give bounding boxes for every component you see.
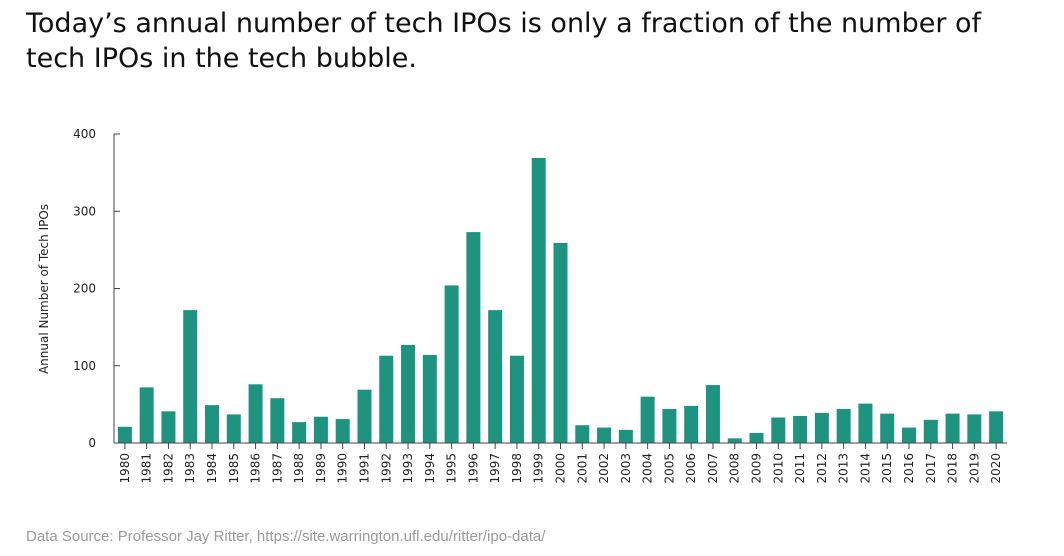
- bar-1987: [270, 398, 285, 443]
- x-tick-label: 1984: [205, 453, 219, 484]
- x-tick-label: 1986: [249, 453, 263, 484]
- bar-2017: [923, 419, 938, 443]
- bar-2014: [858, 403, 873, 443]
- x-tick-label: 2000: [554, 453, 568, 484]
- x-axis: 1980 1981 1982 1983 1984 1985 1986 1987 1988 1989…: [114, 442, 1007, 484]
- x-tick-label: 2015: [880, 453, 894, 484]
- x-tick-label: 2004: [641, 453, 655, 484]
- chart-title: Today’s annual number of tech IPOs is on…: [26, 8, 982, 74]
- data-source-note: Data Source: Professor Jay Ritter, https…: [26, 528, 546, 545]
- x-tick-label: 1999: [532, 453, 546, 484]
- bar-2008: [727, 438, 742, 443]
- x-tick-label: 1996: [466, 453, 480, 484]
- y-axis-label: Annual Number of Tech IPOs: [37, 204, 51, 374]
- bar-1982: [161, 411, 176, 443]
- bar-1983: [183, 310, 198, 443]
- x-tick-label: 2013: [837, 453, 851, 484]
- x-tick-label: 1982: [161, 453, 175, 484]
- x-tick-label: 1989: [314, 453, 328, 484]
- bar-2002: [597, 427, 612, 443]
- y-tick-label: 0: [88, 436, 96, 450]
- bar-1994: [422, 354, 437, 443]
- bar-2000: [553, 242, 568, 443]
- x-tick-label: 1992: [379, 453, 393, 484]
- x-tick-label: 2006: [684, 453, 698, 484]
- x-tick-label: 2012: [815, 453, 829, 484]
- bar-1995: [444, 285, 459, 443]
- x-tick-label: 1998: [510, 453, 524, 484]
- x-tick-label: 1997: [488, 453, 502, 484]
- x-tick-label: 2019: [967, 453, 981, 484]
- x-tick-label: 1988: [292, 453, 306, 484]
- x-tick-label: 1987: [270, 453, 284, 484]
- x-tick-label: 2007: [706, 453, 720, 484]
- bar-1999: [531, 157, 546, 443]
- bar-1988: [292, 422, 307, 443]
- x-tick-label: 2011: [793, 453, 807, 484]
- bar-2018: [945, 413, 960, 443]
- bar-2009: [749, 432, 764, 443]
- x-tick-label: 2010: [771, 453, 785, 484]
- bar-1990: [335, 419, 350, 443]
- x-tick-label: 2017: [924, 453, 938, 484]
- bar-1984: [205, 405, 220, 443]
- bar-2001: [575, 425, 590, 443]
- x-tick-label: 1993: [401, 453, 415, 484]
- x-tick-label: 2014: [858, 453, 872, 484]
- bar-2016: [901, 427, 916, 443]
- y-tick-label: 100: [73, 359, 96, 373]
- x-tick-label: 2020: [989, 453, 1003, 484]
- bar-2004: [640, 396, 655, 443]
- x-tick-label: 2018: [946, 453, 960, 484]
- bar-1986: [248, 384, 263, 443]
- bar-2012: [814, 412, 829, 443]
- bar-1989: [313, 416, 328, 443]
- y-tick-label: 200: [73, 282, 96, 296]
- bar-1985: [226, 414, 241, 443]
- x-tick-label: 1983: [183, 453, 197, 484]
- x-tick-label: 1985: [227, 453, 241, 484]
- bar-2003: [618, 429, 633, 443]
- bar-2020: [989, 411, 1004, 443]
- bar-2007: [705, 385, 720, 443]
- x-tick-label: 1995: [445, 453, 459, 484]
- bar-1993: [401, 344, 416, 443]
- x-tick-label: 1991: [357, 453, 371, 484]
- bar-2019: [967, 414, 982, 443]
- bar-2013: [836, 409, 851, 443]
- bar-2011: [793, 415, 808, 443]
- bar-1997: [488, 310, 503, 443]
- x-tick-label: 1980: [118, 453, 132, 484]
- bar-2010: [771, 417, 786, 443]
- x-tick-label: 2002: [597, 453, 611, 484]
- x-tick-label: 2003: [619, 453, 633, 484]
- y-axis: 0 100 200 300 400: [73, 127, 120, 450]
- x-tick-label: 1981: [140, 453, 154, 484]
- x-tick-label: 2008: [728, 453, 742, 484]
- y-tick-label: 300: [73, 204, 96, 218]
- bar-1996: [466, 232, 481, 443]
- bar-1991: [357, 389, 372, 443]
- bar-2006: [684, 405, 699, 443]
- bar-1992: [379, 355, 394, 443]
- x-tick-label: 1994: [423, 453, 437, 484]
- bar-1998: [509, 355, 524, 443]
- x-tick-label: 2016: [902, 453, 916, 484]
- x-tick-label: 1990: [336, 453, 350, 484]
- x-tick-label: 2005: [662, 453, 676, 484]
- bars: [117, 157, 1004, 443]
- x-tick-label: 2001: [575, 453, 589, 484]
- bar-2005: [662, 409, 677, 443]
- y-tick-label: 400: [73, 127, 96, 141]
- bar-2015: [880, 413, 895, 443]
- bar-1980: [117, 426, 132, 443]
- bar-1981: [139, 387, 154, 443]
- x-tick-label: 2009: [750, 453, 764, 484]
